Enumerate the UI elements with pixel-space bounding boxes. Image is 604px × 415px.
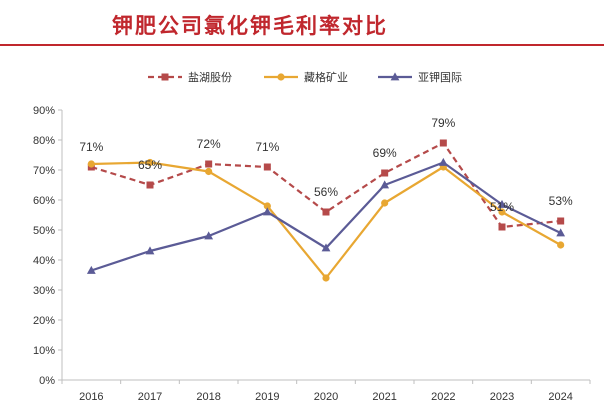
data-point — [380, 180, 390, 189]
legend-item-0: 盐湖股份 — [148, 71, 232, 84]
data-point — [322, 274, 330, 282]
x-tick-label: 2024 — [548, 391, 572, 403]
data-point — [205, 167, 213, 176]
legend-label: 盐湖股份 — [188, 71, 232, 84]
y-tick-label: 10% — [33, 345, 55, 357]
series-line — [91, 141, 561, 229]
y-tick-label: 70% — [33, 165, 55, 177]
y-tick-label: 50% — [33, 225, 55, 237]
data-point — [263, 202, 271, 210]
legend-label: 藏格矿业 — [304, 70, 348, 84]
data-point — [381, 199, 389, 207]
x-tick-label: 2023 — [490, 391, 514, 403]
legend: 盐湖股份 藏格矿业 亚钾国际 — [148, 70, 462, 84]
data-point — [556, 228, 566, 237]
data-label: 72% — [197, 137, 221, 151]
y-tick-label: 80% — [33, 135, 55, 147]
data-point — [498, 223, 506, 231]
data-point — [321, 243, 331, 252]
x-tick-label: 2017 — [138, 391, 162, 403]
data-point — [86, 265, 96, 274]
data-point — [381, 169, 389, 177]
x-tick-label: 2021 — [372, 391, 396, 403]
legend-marker — [390, 72, 400, 81]
data-point — [557, 241, 565, 249]
data-label: 65% — [138, 158, 162, 172]
data-point — [439, 139, 447, 147]
x-tick-label: 2020 — [314, 391, 338, 403]
data-point — [498, 208, 506, 216]
x-tick-label: 2022 — [431, 391, 455, 403]
data-label: 51% — [490, 200, 514, 214]
legend-marker — [277, 73, 285, 81]
series-1 — [87, 158, 565, 282]
data-point — [87, 160, 95, 168]
axes: 0% 10% 20% 30% 40% 50% 60% 70% 80% 90% 2016 2017 201… — [33, 105, 591, 403]
y-tick-label: 20% — [33, 315, 55, 327]
series-layer — [86, 139, 566, 282]
legend-marker — [161, 73, 169, 81]
legend-label: 亚钾国际 — [418, 70, 462, 84]
data-labels: 71% 65% 72% 71% 56% 69% 79% 51% 53% — [79, 116, 573, 214]
data-label: 56% — [314, 185, 338, 199]
x-tick-label: 2016 — [79, 391, 103, 403]
data-label: 71% — [255, 140, 279, 154]
data-point — [263, 163, 271, 171]
data-point — [262, 207, 272, 216]
data-point — [557, 217, 565, 225]
data-label: 71% — [79, 140, 103, 154]
data-point — [322, 208, 330, 216]
series-line — [90, 161, 562, 272]
data-point — [204, 231, 214, 240]
legend-item-2: 亚钾国际 — [378, 70, 462, 84]
y-tick-label: 90% — [33, 105, 55, 117]
x-tick-label: 2018 — [196, 391, 220, 403]
series-2 — [86, 157, 566, 274]
data-label: 79% — [431, 116, 455, 130]
data-point — [146, 181, 154, 189]
data-point — [145, 246, 155, 255]
data-point — [438, 157, 448, 166]
chart-title: 钾肥公司氯化钾毛利率对比 — [112, 14, 388, 38]
y-tick-label: 40% — [33, 255, 55, 267]
title-rule — [0, 44, 604, 46]
data-point — [205, 160, 213, 168]
x-tick-label: 2019 — [255, 391, 279, 403]
data-label: 53% — [549, 194, 573, 208]
legend-item-1: 藏格矿业 — [264, 70, 348, 84]
y-tick-label: 60% — [33, 195, 55, 207]
data-label: 69% — [373, 146, 397, 160]
data-point — [146, 158, 154, 167]
y-tick-label: 0% — [39, 375, 55, 387]
data-point — [497, 199, 507, 208]
y-tick-label: 30% — [33, 285, 55, 297]
